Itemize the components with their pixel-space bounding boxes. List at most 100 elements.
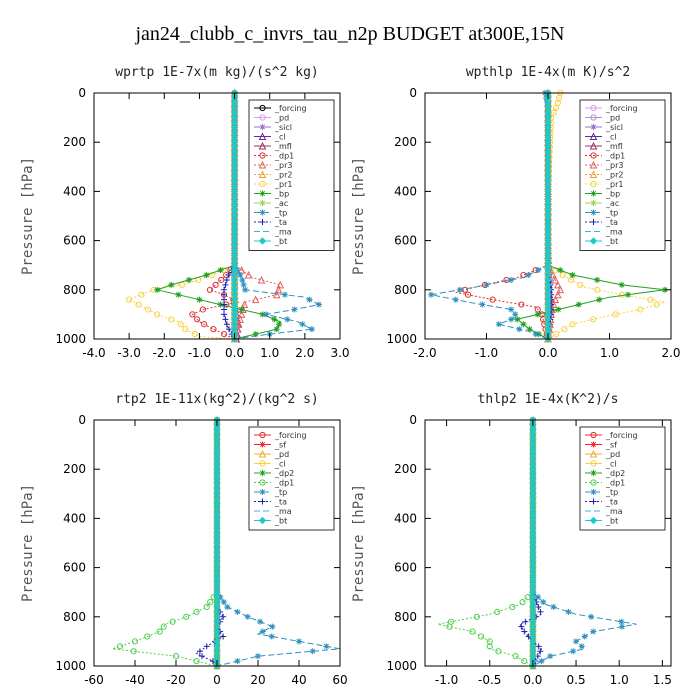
legend-item: _dp2 xyxy=(585,469,625,478)
series-marker xyxy=(555,306,562,313)
series-marker xyxy=(203,643,210,650)
legend: _forcing_pd_sicl_cl_mfl_dp1_pr3_pr2_pr1_… xyxy=(579,99,666,251)
y-tick-label: 200 xyxy=(63,135,86,149)
series-marker xyxy=(259,628,266,635)
series-marker xyxy=(516,326,523,333)
y-tick-label: 200 xyxy=(394,462,417,476)
x-tick-label: 0.5 xyxy=(567,673,586,687)
series-marker xyxy=(234,658,241,665)
panel-1: wprtp 1E-7x(m kg)/(s^2 kg) Pressure [hPa]… xyxy=(20,65,350,360)
series-marker xyxy=(272,290,281,299)
series-marker xyxy=(196,648,203,655)
y-tick-label: 600 xyxy=(63,234,86,248)
y-tick-label: 0 xyxy=(78,86,86,100)
series-line xyxy=(437,420,534,667)
legend-marker xyxy=(259,479,266,486)
series-tp xyxy=(428,90,551,342)
legend-item: _pr2 xyxy=(585,170,623,180)
series-marker xyxy=(251,295,260,304)
legend: _forcing_sf_pd_cl_dp2_dp1_tp_ta_ma_bt xyxy=(579,426,666,531)
legend-label: _sf xyxy=(274,441,286,450)
legend-item: _ac xyxy=(585,199,619,208)
legend-label: _dp2 xyxy=(274,469,294,478)
series-marker xyxy=(538,658,545,665)
series-marker xyxy=(168,281,175,288)
y-tick-label: 400 xyxy=(63,184,86,198)
series-marker xyxy=(483,281,490,288)
legend-label: _pd xyxy=(605,450,620,459)
legend-item: _tp xyxy=(254,209,287,218)
series-marker xyxy=(189,311,196,318)
series-marker xyxy=(193,608,200,615)
series-marker xyxy=(242,286,249,293)
legend-label: _mfl xyxy=(605,142,623,151)
x-tick-label: 0.0 xyxy=(538,346,557,360)
series-marker xyxy=(201,321,208,328)
series-marker xyxy=(556,285,565,294)
series-marker xyxy=(521,657,528,665)
legend-item: _pr3 xyxy=(254,160,292,170)
legend-label: _ac xyxy=(274,199,288,208)
series-line xyxy=(234,93,281,340)
legend-marker xyxy=(259,124,266,130)
legend-label: _pr2 xyxy=(274,171,292,180)
legend-marker xyxy=(589,237,598,245)
legend-label: _sicl xyxy=(605,123,623,132)
y-tick-label: 200 xyxy=(394,135,417,149)
series-marker xyxy=(590,316,597,323)
series-marker xyxy=(489,296,496,303)
legend-item: _forcing xyxy=(585,104,638,113)
legend-marker xyxy=(590,441,597,448)
series-marker xyxy=(252,331,259,338)
legend-marker xyxy=(590,479,597,486)
series-marker xyxy=(521,628,528,635)
plot-frame xyxy=(424,419,672,667)
x-tick-label: 60 xyxy=(332,673,347,687)
legend-label: _ta xyxy=(605,498,618,507)
series-marker xyxy=(590,628,597,635)
y-tick-label: 0 xyxy=(409,86,417,100)
y-tick-label: 800 xyxy=(63,610,86,624)
legend-marker xyxy=(258,160,267,169)
x-tick-label: 20 xyxy=(250,673,265,687)
series-marker xyxy=(138,291,145,298)
series-marker xyxy=(203,603,210,611)
y-tick-label: 0 xyxy=(78,413,86,427)
y-axis-title: Pressure [hPa] xyxy=(351,484,367,602)
series-marker xyxy=(244,613,251,620)
legend-label: _bt xyxy=(605,517,618,526)
legend-item: _pr2 xyxy=(254,170,292,180)
legend-marker xyxy=(259,114,266,121)
x-tick-label: -20 xyxy=(166,673,186,687)
series-marker xyxy=(217,267,224,274)
legend-label: _bt xyxy=(605,237,618,246)
legend-marker xyxy=(589,170,598,178)
series-marker xyxy=(535,267,542,274)
y-tick-label: 600 xyxy=(394,234,417,248)
legend-item: _cl xyxy=(585,460,617,469)
series-marker xyxy=(581,633,588,640)
x-tick-label: 1.5 xyxy=(653,673,672,687)
x-tick-label: -1.0 xyxy=(435,673,458,687)
x-tick-label: -1.0 xyxy=(475,346,498,360)
series-marker xyxy=(518,623,525,630)
legend-label: _pd xyxy=(605,114,620,123)
legend-label: _tp xyxy=(605,209,618,218)
series-marker xyxy=(203,272,210,279)
x-tick-label: 0.0 xyxy=(225,346,244,360)
series-marker xyxy=(220,633,227,640)
legend-marker xyxy=(259,431,266,439)
series-marker xyxy=(116,643,124,650)
series-marker xyxy=(160,623,167,630)
legend-marker xyxy=(259,209,266,216)
legend-label: _sf xyxy=(605,441,617,450)
series-marker xyxy=(224,603,231,610)
series-marker xyxy=(537,608,544,615)
series-marker xyxy=(221,311,228,318)
y-tick-label: 400 xyxy=(394,184,417,198)
plot-frame xyxy=(93,92,341,340)
legend-item: _dp1 xyxy=(585,152,625,161)
legend-label: _dp1 xyxy=(605,152,625,161)
legend-marker xyxy=(258,170,267,178)
series-marker xyxy=(612,311,619,318)
